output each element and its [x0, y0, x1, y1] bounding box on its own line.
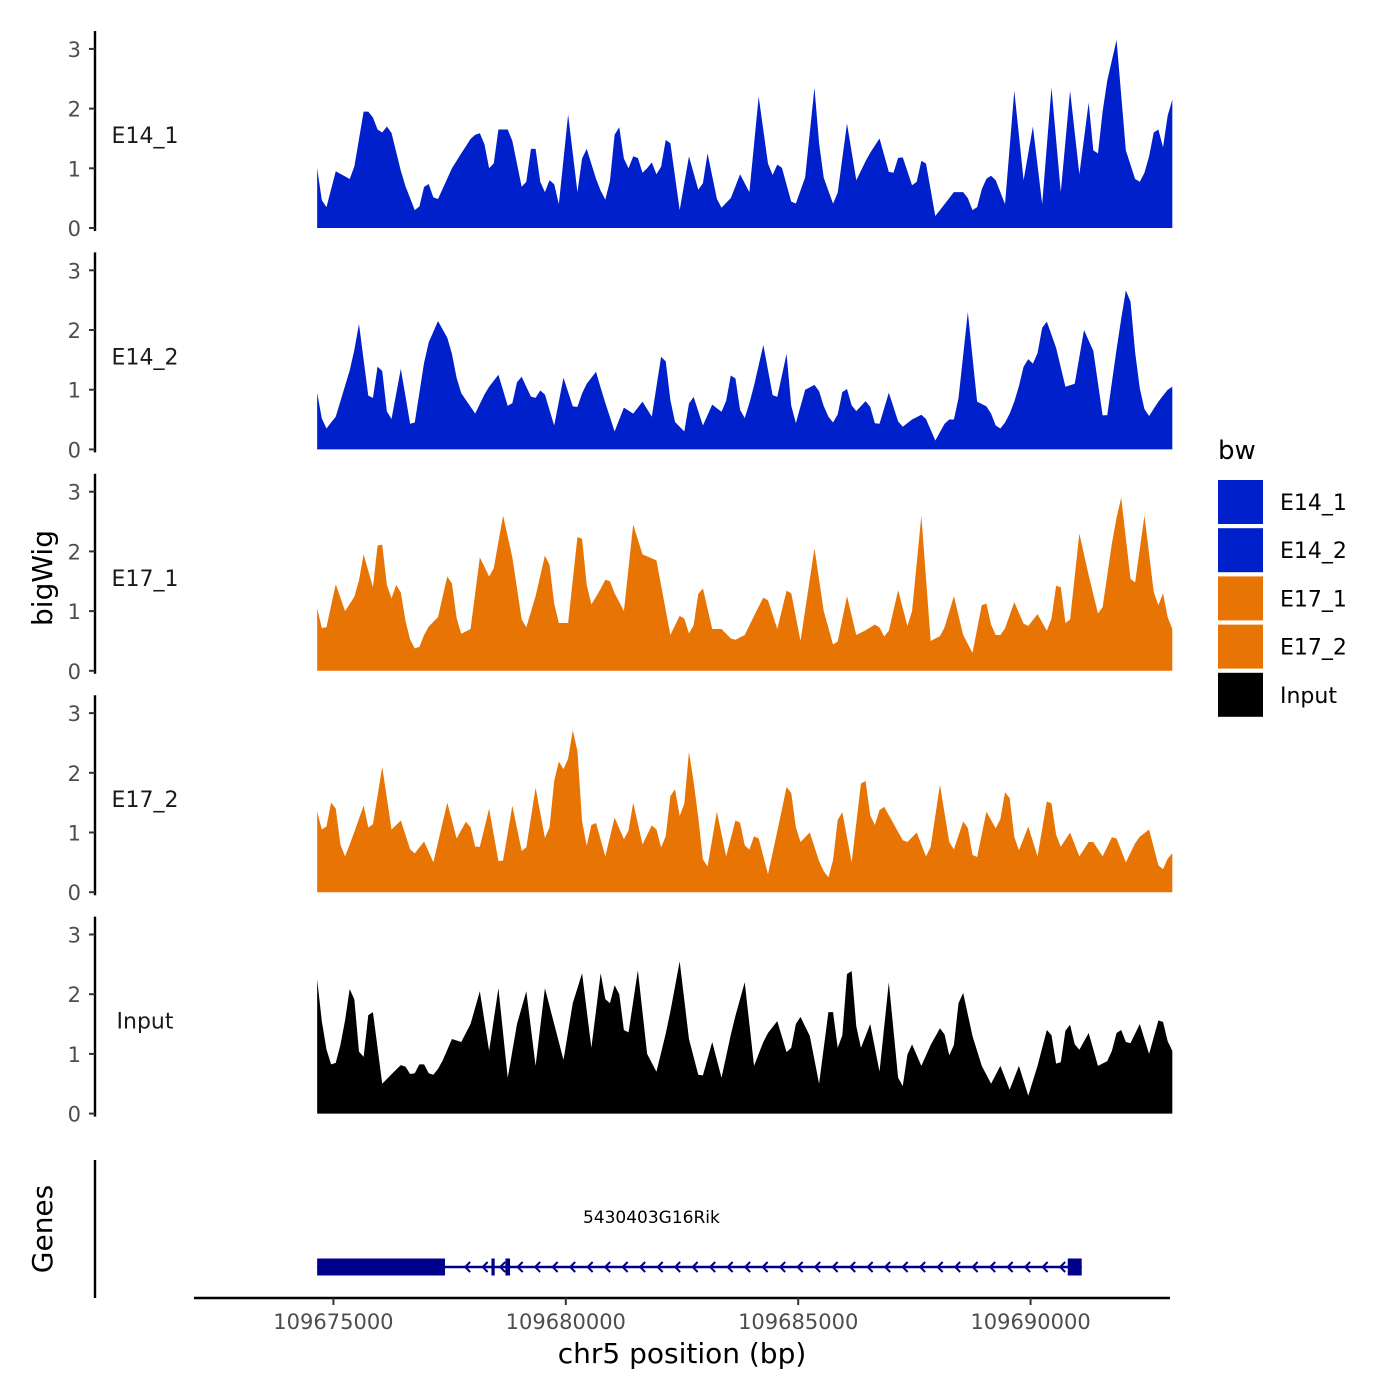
y-tick-label: 1 [68, 379, 81, 403]
gene-5430403G16Rik: 5430403G16Rik [317, 1208, 1082, 1276]
strand-arrow [778, 1261, 786, 1273]
strand-arrow [463, 1261, 471, 1273]
strand-arrow [988, 1261, 996, 1273]
legend-label: Input [1280, 684, 1337, 709]
strand-arrow [848, 1261, 856, 1273]
strand-arrow [603, 1261, 611, 1273]
gene-exon [1067, 1258, 1082, 1276]
strand-arrow [953, 1261, 961, 1273]
gene-exon [505, 1258, 511, 1276]
track-label: E17_2 [112, 788, 179, 813]
strand-arrow [498, 1261, 506, 1273]
y-tick-label: 3 [68, 702, 81, 726]
x-tick-label: 109680000 [506, 1310, 626, 1334]
track-label: Input [117, 1010, 174, 1035]
strand-arrow [813, 1261, 821, 1273]
y-tick-label: 0 [68, 217, 81, 241]
track-E14_1: 0 1 2 3 E14_1 [68, 31, 1173, 241]
y-tick-label: 2 [68, 540, 81, 564]
y-tick-label: 3 [68, 481, 81, 505]
y-tick-label: 0 [68, 881, 81, 905]
track-label: E17_1 [112, 567, 179, 592]
gene-exon [491, 1258, 495, 1276]
y-tick-label: 1 [68, 1043, 81, 1067]
legend-key-E17_2 [1218, 624, 1263, 669]
y-tick-label: 0 [68, 1103, 81, 1127]
bigwig-tracks: 0 1 2 3 E14_1 0 1 2 3 E14_2 0 1 2 3 E17_1 0 1 2 3 E17_2 0 1 2 3… [68, 31, 1173, 1127]
strand-arrow [866, 1261, 874, 1273]
y-tick-label: 2 [68, 983, 81, 1007]
legend-key-E14_1 [1218, 480, 1263, 524]
strand-arrow [708, 1261, 716, 1273]
genes-title: Genes [26, 1185, 59, 1273]
x-axis: 109675000 109680000 109685000 109690000 [194, 1296, 1170, 1334]
track-E17_2: 0 1 2 3 E17_2 [68, 695, 1173, 905]
legend-key-Input [1218, 672, 1263, 717]
legend-key-E17_1 [1218, 576, 1263, 621]
strand-arrow [831, 1261, 839, 1273]
gene-exon [317, 1258, 445, 1276]
legend-label: E17_2 [1280, 636, 1347, 661]
signal-area-E17_1 [317, 497, 1173, 671]
strand-arrow [638, 1261, 646, 1273]
legend-title: bw [1218, 436, 1256, 466]
x-axis-title: chr5 position (bp) [558, 1337, 807, 1370]
strand-arrow [1023, 1261, 1031, 1273]
x-tick-label: 109685000 [738, 1310, 858, 1334]
y-tick-label: 1 [68, 822, 81, 846]
strand-arrow [883, 1261, 891, 1273]
strand-arrow [971, 1261, 979, 1273]
track-E14_2: 0 1 2 3 E14_2 [68, 252, 1173, 462]
strand-arrow [901, 1261, 909, 1273]
gene-label: 5430403G16Rik [583, 1208, 720, 1228]
signal-area-Input [317, 961, 1173, 1114]
legend-key-E14_2 [1218, 528, 1263, 573]
strand-arrow [586, 1261, 594, 1273]
y-tick-label: 2 [68, 98, 81, 122]
strand-arrow [796, 1261, 804, 1273]
strand-arrow [481, 1261, 489, 1273]
legend: bw E14_1 E14_2 E17_1 E17_2 Input [1218, 436, 1347, 717]
y-tick-label: 2 [68, 319, 81, 343]
strand-arrow [726, 1261, 734, 1273]
signal-area-E17_2 [317, 730, 1173, 893]
y-tick-label: 1 [68, 600, 81, 624]
strand-arrow [918, 1261, 926, 1273]
strand-arrow [656, 1261, 664, 1273]
strand-arrow [1006, 1261, 1014, 1273]
track-E17_1: 0 1 2 3 E17_1 [68, 473, 1173, 684]
strand-arrow [936, 1261, 944, 1273]
y-tick-label: 0 [68, 438, 81, 462]
signal-area-E14_1 [317, 39, 1173, 229]
legend-label: E14_1 [1280, 491, 1347, 516]
signal-area-E14_2 [317, 290, 1173, 450]
strand-arrow [691, 1261, 699, 1273]
y-tick-label: 0 [68, 660, 81, 684]
y-tick-label: 3 [68, 924, 81, 948]
strand-arrow [551, 1261, 559, 1273]
y-tick-label: 3 [68, 38, 81, 62]
strand-arrow [516, 1261, 524, 1273]
strand-arrow [533, 1261, 541, 1273]
y-tick-label: 2 [68, 762, 81, 786]
strand-arrow [621, 1261, 629, 1273]
x-tick-label: 109690000 [970, 1310, 1090, 1334]
x-tick-label: 109675000 [273, 1310, 393, 1334]
legend-label: E14_2 [1280, 539, 1347, 564]
strand-arrow [761, 1261, 769, 1273]
y-tick-label: 1 [68, 157, 81, 181]
strand-arrow [568, 1261, 576, 1273]
track-label: E14_1 [112, 124, 179, 149]
strand-arrow [673, 1261, 681, 1273]
genes-panel: Genes 5430403G16Rik [26, 1160, 1082, 1298]
y-axis-title: bigWig [26, 530, 59, 626]
track-label: E14_2 [112, 345, 179, 370]
y-tick-label: 3 [68, 259, 81, 283]
track-Input: 0 1 2 3 Input [68, 916, 1173, 1127]
strand-arrow [1058, 1261, 1066, 1273]
legend-label: E17_1 [1280, 587, 1347, 612]
strand-arrow [743, 1261, 751, 1273]
strand-arrow [1041, 1261, 1049, 1273]
